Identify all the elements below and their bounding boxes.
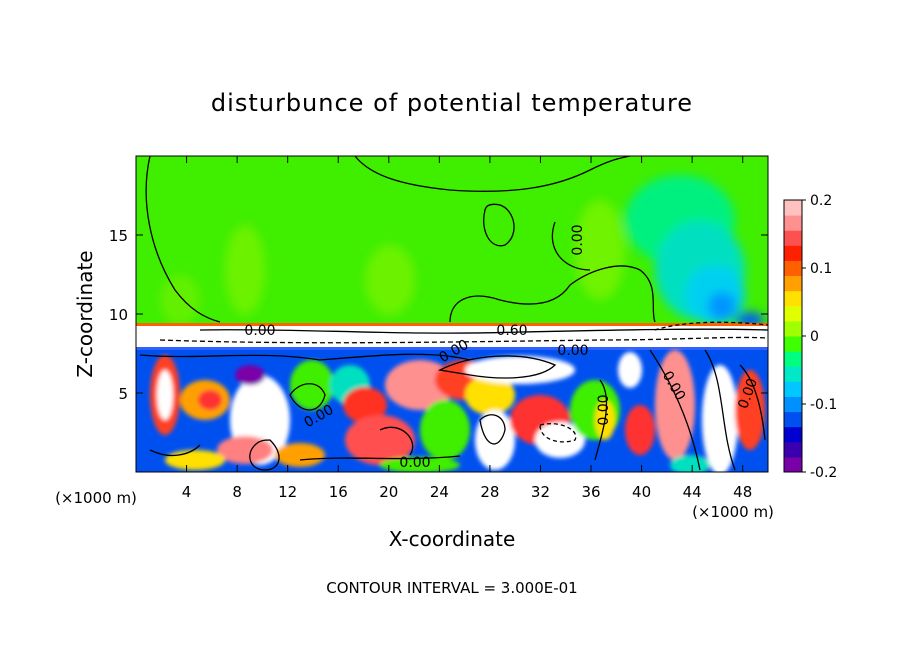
plot-area: 0.00 0.00 0.60 0.00 0.00 0.00 0.00 0.00 … [136, 156, 768, 472]
x-tick-label: 48 [733, 483, 752, 501]
x-tick-label: 8 [232, 483, 242, 501]
x-unit-label-left: (×1000 m) [55, 489, 137, 507]
colorbar-segment [784, 215, 802, 231]
colorbar-segment [784, 351, 802, 367]
colorbar-segment [784, 230, 802, 246]
colorbar-segment [784, 275, 802, 292]
y-axis-label: Z-coordinate [73, 250, 97, 377]
colorbar-tick-label: 0.1 [810, 261, 832, 277]
colorbar-tick-label: 0 [810, 329, 819, 345]
contour-label: 0.60 [496, 323, 527, 339]
contour-label: 0.00 [570, 224, 586, 255]
colorbar-segment [784, 336, 802, 352]
y-axis: 5 10 15 [109, 227, 768, 403]
y-tick-label: 5 [118, 385, 128, 403]
colorbar-segment [784, 381, 802, 397]
x-tick-label: 36 [581, 483, 600, 501]
x-tick-label: 20 [379, 483, 398, 501]
x-tick-label: 24 [430, 483, 449, 501]
colorbar-tick-label: -0.1 [810, 397, 837, 413]
x-axis-label: X-coordinate [389, 527, 516, 551]
x-tick-label: 44 [683, 483, 702, 501]
y-tick-label: 15 [109, 227, 128, 245]
contour-label: 0.00 [596, 394, 612, 425]
colorbar-tick-label: 0.2 [810, 193, 832, 209]
colorbar-segment [784, 200, 802, 216]
colorbar-segment [784, 456, 802, 473]
upper-field-texture [160, 175, 764, 328]
x-tick-label: 32 [531, 483, 550, 501]
x-unit-label-right: (×1000 m) [692, 503, 774, 521]
x-tick-label: 16 [329, 483, 348, 501]
contour-label: 0.00 [557, 343, 588, 359]
x-tick-label: 12 [278, 483, 297, 501]
chart-title: disturbunce of potential temperature [211, 89, 693, 117]
colorbar-segment [784, 245, 802, 261]
contour-label: 0.00 [244, 323, 275, 339]
colorbar-segment [784, 411, 802, 428]
contour-lines [139, 156, 768, 471]
contour-interval-footer: CONTOUR INTERVAL = 3.000E-01 [326, 579, 577, 597]
colorbar-segment [784, 441, 802, 458]
x-tick-label: 40 [632, 483, 651, 501]
colorbar-segment [784, 426, 802, 443]
colorbar-segment [784, 366, 802, 382]
contour-label: 0.00 [399, 455, 430, 471]
x-axis: 4 8 12 16 20 24 28 32 36 40 44 48 [182, 156, 752, 501]
colorbar-segment [784, 290, 802, 307]
colorbar-segment [784, 320, 802, 337]
colorbar-segment [784, 396, 802, 413]
colorbar-segment [784, 260, 802, 277]
x-tick-label: 28 [480, 483, 499, 501]
colorbar-tick-label: -0.2 [810, 465, 837, 481]
y-tick-label: 10 [109, 306, 128, 324]
colorbar-segment [784, 305, 802, 322]
colorbar: 0.2 0.1 0 -0.1 -0.2 [783, 193, 837, 481]
x-tick-label: 4 [182, 483, 192, 501]
